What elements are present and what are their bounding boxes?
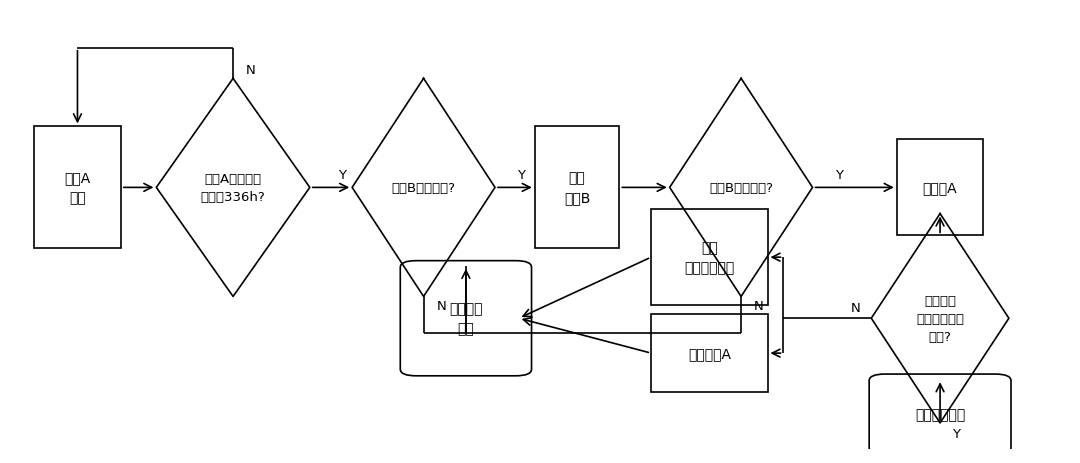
Text: 周期切换
失败: 周期切换 失败 <box>449 302 483 335</box>
Text: 周期切换成功: 周期切换成功 <box>915 407 966 421</box>
Bar <box>896 140 984 236</box>
Text: 供油母管
压力是否大于
定值?: 供油母管 压力是否大于 定值? <box>916 294 964 343</box>
Text: 油泵B正常起动?: 油泵B正常起动? <box>710 181 773 194</box>
Text: N: N <box>754 299 764 312</box>
Bar <box>651 314 768 393</box>
Text: 油泵A
运行: 油泵A 运行 <box>65 171 91 205</box>
Text: 起动
油泵B: 起动 油泵B <box>564 171 591 205</box>
Text: N: N <box>851 301 861 314</box>
Text: Y: Y <box>517 169 526 181</box>
Text: 起动油泵A: 起动油泵A <box>688 346 731 360</box>
Text: 起动
直流备用油泵: 起动 直流备用油泵 <box>685 241 734 274</box>
Bar <box>535 127 620 249</box>
Text: N: N <box>246 64 256 77</box>
Text: 油泵B备用正常?: 油泵B备用正常? <box>392 181 456 194</box>
Text: Y: Y <box>338 169 346 181</box>
Text: N: N <box>436 299 446 312</box>
Bar <box>35 127 121 249</box>
Bar <box>651 210 768 306</box>
Text: 停油泵A: 停油泵A <box>922 181 957 195</box>
Text: 油泵A运行计时
是否达336h?: 油泵A运行计时 是否达336h? <box>201 173 266 203</box>
FancyBboxPatch shape <box>401 261 531 376</box>
FancyBboxPatch shape <box>869 374 1011 454</box>
Text: Y: Y <box>951 427 960 440</box>
Text: Y: Y <box>835 169 843 181</box>
